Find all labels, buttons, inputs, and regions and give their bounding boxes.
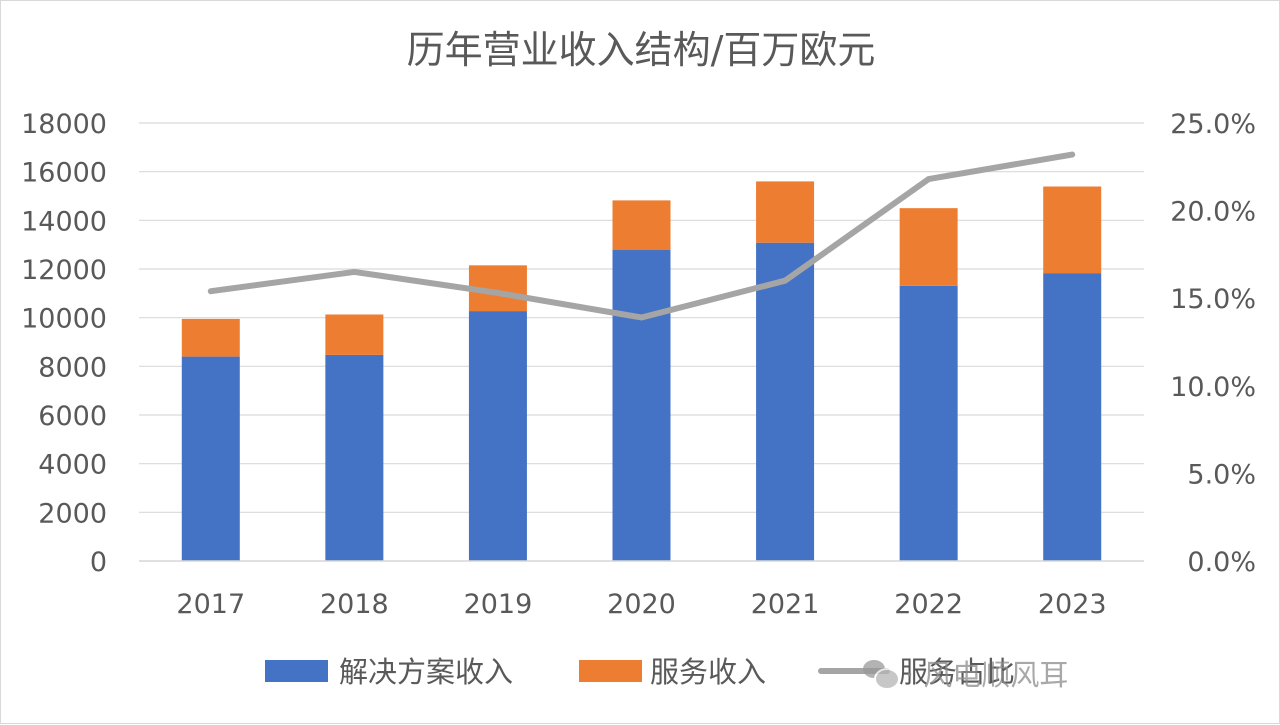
legend-label: 服务收入 (650, 655, 766, 689)
y-right-tick-label: 10.0% (1170, 372, 1256, 403)
y-left-tick-label: 4000 (38, 450, 107, 481)
bar-service-revenue (325, 314, 384, 355)
x-tick-label: 2020 (607, 589, 676, 620)
y-axis-left: 0 2000 4000 6000 8000 10000 12000 14000 16000 180… (21, 109, 107, 578)
bar-series (181, 181, 1102, 561)
bar-solution-revenue (181, 356, 240, 561)
legend-label: 服务占比 (899, 655, 1015, 689)
x-axis: 2017 2018 2019 2020 2021 2022 2023 (139, 560, 1144, 620)
y-left-tick-label: 14000 (21, 206, 107, 237)
bar-solution-revenue (1043, 273, 1102, 561)
y-right-tick-label: 25.0% (1170, 109, 1256, 140)
y-left-tick-label: 18000 (21, 109, 107, 140)
watermark: · 风电顺风耳 (863, 651, 1068, 695)
bar-service-revenue (756, 181, 815, 243)
x-tick-label: 2017 (176, 589, 245, 620)
line-service-share (207, 151, 1076, 321)
y-left-tick-label: 16000 (21, 158, 107, 189)
bar-solution-revenue (325, 354, 384, 561)
bar-service-revenue (1043, 186, 1102, 274)
x-tick-label: 2022 (894, 589, 963, 620)
x-tick-label: 2021 (751, 589, 820, 620)
wechat-icon (863, 658, 900, 690)
line-series (207, 151, 1076, 321)
legend-swatch (265, 660, 328, 682)
x-tick-label: 2018 (320, 589, 389, 620)
y-left-tick-label: 6000 (38, 401, 107, 432)
watermark-text: · 风电顺风耳 (905, 658, 1069, 692)
bar-service-revenue (899, 208, 958, 286)
legend-swatch (579, 660, 642, 682)
y-left-tick-label: 2000 (38, 498, 107, 529)
chart-title: 历年营业收入结构/百万欧元 (407, 28, 876, 72)
bar-solution-revenue (468, 311, 527, 561)
y-left-tick-label: 8000 (38, 352, 107, 383)
y-right-tick-label: 20.0% (1170, 197, 1256, 228)
bar-solution-revenue (612, 250, 671, 561)
bar-solution-revenue (756, 242, 815, 561)
y-right-tick-label: 0.0% (1187, 547, 1256, 578)
y-right-tick-label: 15.0% (1170, 284, 1256, 315)
y-left-tick-label: 0 (90, 547, 107, 578)
y-left-tick-label: 12000 (21, 255, 107, 286)
y-right-tick-label: 5.0% (1187, 459, 1256, 490)
legend-label: 解决方案收入 (339, 655, 513, 689)
legend: 解决方案收入 服务收入 服务占比 (265, 655, 1015, 689)
y-left-tick-label: 10000 (21, 304, 107, 335)
bar-service-revenue (612, 200, 671, 251)
bar-solution-revenue (899, 285, 958, 561)
x-tick-label: 2019 (464, 589, 533, 620)
x-tick-label: 2023 (1038, 589, 1107, 620)
y-axis-right: 0.0% 5.0% 10.0% 15.0% 20.0% 25.0% (1170, 109, 1256, 578)
bar-service-revenue (181, 318, 240, 357)
